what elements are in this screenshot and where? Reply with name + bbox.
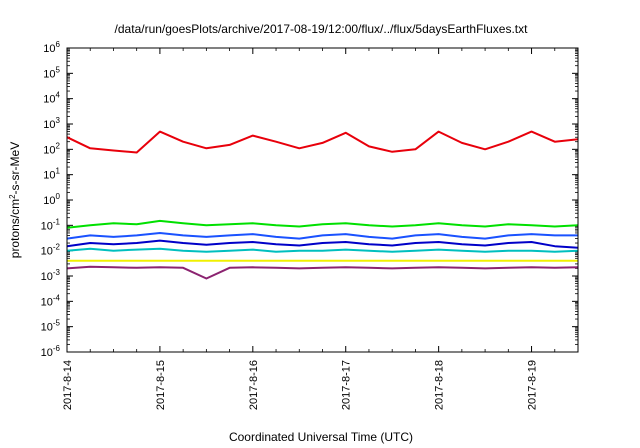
y-tick-label: 10-4 xyxy=(41,293,61,308)
y-tick-label: 105 xyxy=(43,65,60,80)
x-tick-label: 2017-8-15 xyxy=(155,360,167,410)
y-tick-label-base: 10 xyxy=(43,119,55,131)
y-tick-label-exponent: 3 xyxy=(56,116,61,125)
y-tick-label-exponent: 6 xyxy=(56,40,61,49)
x-tick-label: 2017-8-16 xyxy=(248,360,260,410)
y-tick-label-base: 10 xyxy=(41,322,53,334)
y-tick-label-base: 10 xyxy=(43,94,55,106)
y-tick-label: 101 xyxy=(43,167,60,182)
y-tick-label-base: 10 xyxy=(43,170,55,182)
y-axis-label-unit-rest: -s-sr-MeV xyxy=(8,142,22,195)
y-tick-label: 10-5 xyxy=(41,319,61,334)
x-tick-label: 2017-8-18 xyxy=(434,360,446,410)
y-tick-label-exponent: -5 xyxy=(53,319,61,328)
series-line xyxy=(66,239,579,249)
y-tick-label-exponent: -2 xyxy=(53,243,61,252)
y-tick-label-base: 10 xyxy=(43,68,55,80)
plot-frame xyxy=(66,47,579,353)
y-axis-label-unit: protons/cm xyxy=(8,199,22,258)
y-axis-label: protons/cm2-s-sr-MeV xyxy=(8,142,23,258)
y-tick-label-base: 10 xyxy=(43,144,55,156)
y-tick-label-exponent: -6 xyxy=(53,344,61,353)
y-tick-label-exponent: -1 xyxy=(53,217,61,226)
y-tick-label-base: 10 xyxy=(41,347,53,359)
series-line xyxy=(66,219,579,229)
y-tick-label: 103 xyxy=(43,116,60,131)
y-tick-label: 104 xyxy=(43,91,60,106)
series-line xyxy=(66,247,579,253)
y-tick-label-base: 10 xyxy=(41,296,53,308)
y-tick-label-base: 10 xyxy=(43,43,55,55)
y-tick-label-exponent: -4 xyxy=(53,293,61,302)
y-tick-label-base: 10 xyxy=(43,195,55,207)
series-line xyxy=(66,130,579,154)
y-tick-label: 10-6 xyxy=(41,344,61,359)
x-tick-label: 2017-8-17 xyxy=(341,360,353,410)
series-line xyxy=(66,232,578,240)
y-tick-label-exponent: 2 xyxy=(56,141,61,150)
y-tick-label-base: 10 xyxy=(41,271,53,283)
y-tick-label-base: 10 xyxy=(41,220,53,232)
y-tick-label: 106 xyxy=(43,40,60,55)
data-series xyxy=(66,130,579,280)
y-tick-label-exponent: 0 xyxy=(56,192,61,201)
y-tick-label: 10-3 xyxy=(41,268,61,283)
series-line xyxy=(66,265,579,280)
x-axis-label: Coordinated Universal Time (UTC) xyxy=(229,430,413,444)
y-tick-label: 10-1 xyxy=(41,217,61,232)
x-tick-label: 2017-8-14 xyxy=(62,360,74,410)
y-tick-label: 10-2 xyxy=(41,243,61,258)
y-axis-label-exponent: 2 xyxy=(8,194,17,199)
y-tick-label: 100 xyxy=(43,192,60,207)
y-axis-ticks: 10610510410310210110010-110-210-310-410-… xyxy=(41,40,578,359)
x-tick-label: 2017-8-19 xyxy=(527,360,539,410)
y-tick-label-exponent: 1 xyxy=(56,167,61,176)
y-tick-label-exponent: 4 xyxy=(56,91,61,100)
y-tick-label-exponent: -3 xyxy=(53,268,61,277)
y-tick-label-exponent: 5 xyxy=(56,65,61,74)
chart-title: /data/run/goesPlots/archive/2017-08-19/1… xyxy=(115,22,529,36)
y-tick-label: 102 xyxy=(43,141,60,156)
y-tick-label-base: 10 xyxy=(41,246,53,258)
